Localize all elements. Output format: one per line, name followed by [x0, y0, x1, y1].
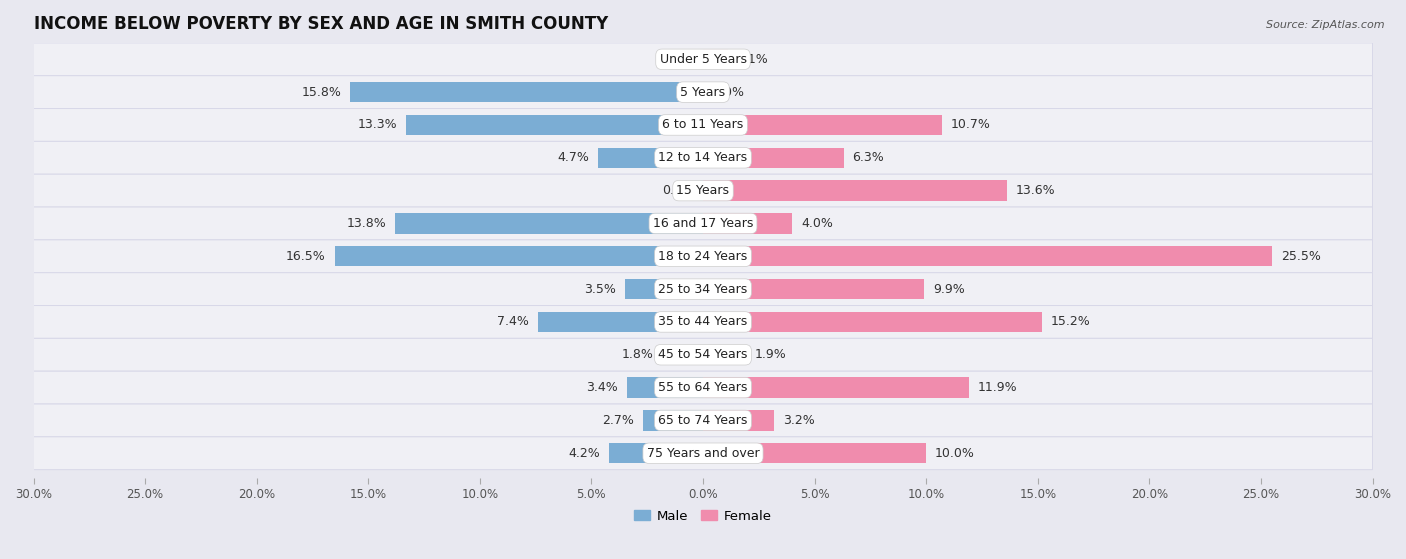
Bar — [703, 181, 1007, 201]
Text: 15.8%: 15.8% — [302, 86, 342, 98]
FancyBboxPatch shape — [34, 141, 1372, 174]
Text: 15.2%: 15.2% — [1052, 315, 1091, 329]
Bar — [406, 115, 703, 135]
Bar — [700, 181, 703, 201]
Text: 1.9%: 1.9% — [755, 348, 786, 361]
Text: 3.4%: 3.4% — [586, 381, 619, 394]
FancyBboxPatch shape — [34, 404, 1372, 437]
FancyBboxPatch shape — [34, 240, 1372, 273]
Bar — [703, 246, 1272, 267]
Text: 9.9%: 9.9% — [932, 283, 965, 296]
Text: 0.0%: 0.0% — [662, 53, 695, 66]
Text: 4.2%: 4.2% — [568, 447, 600, 459]
Text: 25.5%: 25.5% — [1281, 250, 1320, 263]
FancyBboxPatch shape — [34, 338, 1372, 371]
Bar — [598, 148, 703, 168]
Text: 55 to 64 Years: 55 to 64 Years — [658, 381, 748, 394]
FancyBboxPatch shape — [34, 75, 1372, 108]
Bar — [703, 214, 792, 234]
Text: 25 to 34 Years: 25 to 34 Years — [658, 283, 748, 296]
Bar — [350, 82, 703, 102]
Bar — [703, 115, 942, 135]
Bar — [703, 377, 969, 398]
Bar — [627, 377, 703, 398]
Bar — [703, 312, 1042, 332]
Text: 65 to 74 Years: 65 to 74 Years — [658, 414, 748, 427]
Text: 13.3%: 13.3% — [357, 119, 398, 131]
Text: 16.5%: 16.5% — [285, 250, 326, 263]
Text: 3.5%: 3.5% — [583, 283, 616, 296]
Bar — [395, 214, 703, 234]
FancyBboxPatch shape — [34, 207, 1372, 240]
Bar — [703, 344, 745, 365]
Text: 16 and 17 Years: 16 and 17 Years — [652, 217, 754, 230]
Text: 4.7%: 4.7% — [557, 151, 589, 164]
Bar — [703, 410, 775, 430]
Bar — [624, 279, 703, 299]
Text: 1.1%: 1.1% — [737, 53, 768, 66]
Text: 11.9%: 11.9% — [977, 381, 1017, 394]
Text: 1.8%: 1.8% — [621, 348, 654, 361]
Bar — [703, 148, 844, 168]
FancyBboxPatch shape — [34, 371, 1372, 404]
Text: 7.4%: 7.4% — [498, 315, 529, 329]
Text: Source: ZipAtlas.com: Source: ZipAtlas.com — [1267, 20, 1385, 30]
Bar — [703, 443, 927, 463]
Text: 4.0%: 4.0% — [801, 217, 834, 230]
Bar — [703, 49, 727, 69]
Text: 15 Years: 15 Years — [676, 184, 730, 197]
FancyBboxPatch shape — [34, 174, 1372, 207]
Text: 35 to 44 Years: 35 to 44 Years — [658, 315, 748, 329]
Text: 6 to 11 Years: 6 to 11 Years — [662, 119, 744, 131]
Legend: Male, Female: Male, Female — [628, 504, 778, 528]
FancyBboxPatch shape — [34, 43, 1372, 75]
Text: 0.0%: 0.0% — [711, 86, 744, 98]
Text: Under 5 Years: Under 5 Years — [659, 53, 747, 66]
Bar — [335, 246, 703, 267]
FancyBboxPatch shape — [34, 437, 1372, 470]
Text: 13.6%: 13.6% — [1015, 184, 1054, 197]
Bar — [662, 344, 703, 365]
Bar — [703, 82, 706, 102]
FancyBboxPatch shape — [34, 273, 1372, 306]
Bar — [643, 410, 703, 430]
Text: 5 Years: 5 Years — [681, 86, 725, 98]
FancyBboxPatch shape — [34, 306, 1372, 338]
Text: 75 Years and over: 75 Years and over — [647, 447, 759, 459]
Text: 10.7%: 10.7% — [950, 119, 991, 131]
FancyBboxPatch shape — [34, 108, 1372, 141]
Text: 12 to 14 Years: 12 to 14 Years — [658, 151, 748, 164]
Bar — [609, 443, 703, 463]
Text: 3.2%: 3.2% — [783, 414, 815, 427]
Bar — [703, 279, 924, 299]
Text: 10.0%: 10.0% — [935, 447, 974, 459]
Text: 6.3%: 6.3% — [852, 151, 884, 164]
Text: 18 to 24 Years: 18 to 24 Years — [658, 250, 748, 263]
Text: 13.8%: 13.8% — [346, 217, 387, 230]
Bar — [538, 312, 703, 332]
Text: 2.7%: 2.7% — [602, 414, 634, 427]
Text: 0.0%: 0.0% — [662, 184, 695, 197]
Text: 45 to 54 Years: 45 to 54 Years — [658, 348, 748, 361]
Text: INCOME BELOW POVERTY BY SEX AND AGE IN SMITH COUNTY: INCOME BELOW POVERTY BY SEX AND AGE IN S… — [34, 15, 607, 33]
Bar — [700, 49, 703, 69]
